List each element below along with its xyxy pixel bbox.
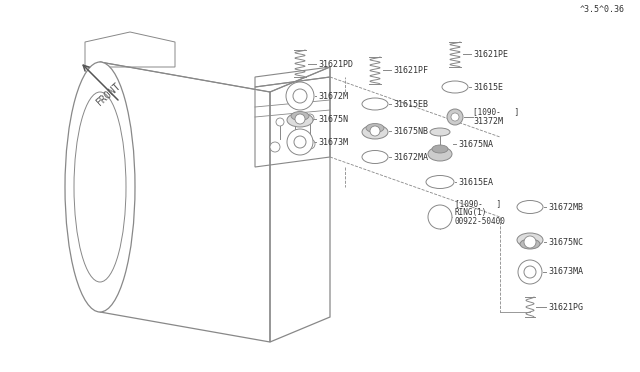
Text: 31615EB: 31615EB [393, 99, 428, 109]
Ellipse shape [426, 176, 454, 189]
Circle shape [451, 113, 459, 121]
Ellipse shape [442, 81, 468, 93]
Text: 31672MA: 31672MA [393, 153, 428, 161]
Text: 31621PG: 31621PG [548, 302, 583, 311]
Text: 31672M: 31672M [318, 92, 348, 100]
Circle shape [306, 114, 314, 122]
Text: 31675NB: 31675NB [393, 126, 428, 135]
Circle shape [524, 266, 536, 278]
Text: 00922-50400: 00922-50400 [455, 217, 506, 225]
Text: 31675NC: 31675NC [548, 237, 583, 247]
Text: FRONT: FRONT [95, 80, 124, 108]
Ellipse shape [366, 124, 384, 132]
Text: 31672MB: 31672MB [548, 202, 583, 212]
Circle shape [447, 109, 463, 125]
Circle shape [370, 126, 380, 136]
Text: 31675NA: 31675NA [458, 140, 493, 148]
Ellipse shape [74, 92, 126, 282]
Ellipse shape [432, 145, 448, 153]
Ellipse shape [362, 151, 388, 164]
Circle shape [295, 114, 305, 124]
Ellipse shape [430, 128, 450, 136]
Circle shape [518, 260, 542, 284]
Circle shape [291, 116, 299, 124]
Text: 31675N: 31675N [318, 115, 348, 124]
Text: 31621PF: 31621PF [393, 65, 428, 74]
Text: 31615E: 31615E [473, 83, 503, 92]
Text: RING(1): RING(1) [455, 208, 488, 217]
Ellipse shape [520, 239, 540, 249]
Circle shape [294, 136, 306, 148]
Text: ^3.5^0.36: ^3.5^0.36 [580, 5, 625, 14]
Ellipse shape [291, 112, 309, 121]
Ellipse shape [517, 233, 543, 247]
Text: [1090-   ]: [1090- ] [473, 108, 519, 116]
Ellipse shape [362, 125, 388, 139]
Ellipse shape [428, 147, 452, 161]
Text: 31673M: 31673M [318, 138, 348, 147]
Ellipse shape [362, 98, 388, 110]
Circle shape [286, 82, 314, 110]
Text: 31615EA: 31615EA [458, 177, 493, 186]
Ellipse shape [517, 201, 543, 214]
Text: 31372M: 31372M [473, 116, 503, 125]
Text: 31621PE: 31621PE [473, 49, 508, 58]
Text: 31621PD: 31621PD [318, 60, 353, 68]
Text: 31673MA: 31673MA [548, 267, 583, 276]
Ellipse shape [287, 113, 313, 127]
Circle shape [270, 142, 280, 152]
Circle shape [293, 89, 307, 103]
Circle shape [524, 236, 536, 248]
Circle shape [428, 205, 452, 229]
Ellipse shape [65, 62, 135, 312]
Circle shape [305, 139, 315, 149]
Circle shape [276, 118, 284, 126]
Text: [1090-   ]: [1090- ] [455, 199, 501, 208]
Circle shape [287, 129, 313, 155]
